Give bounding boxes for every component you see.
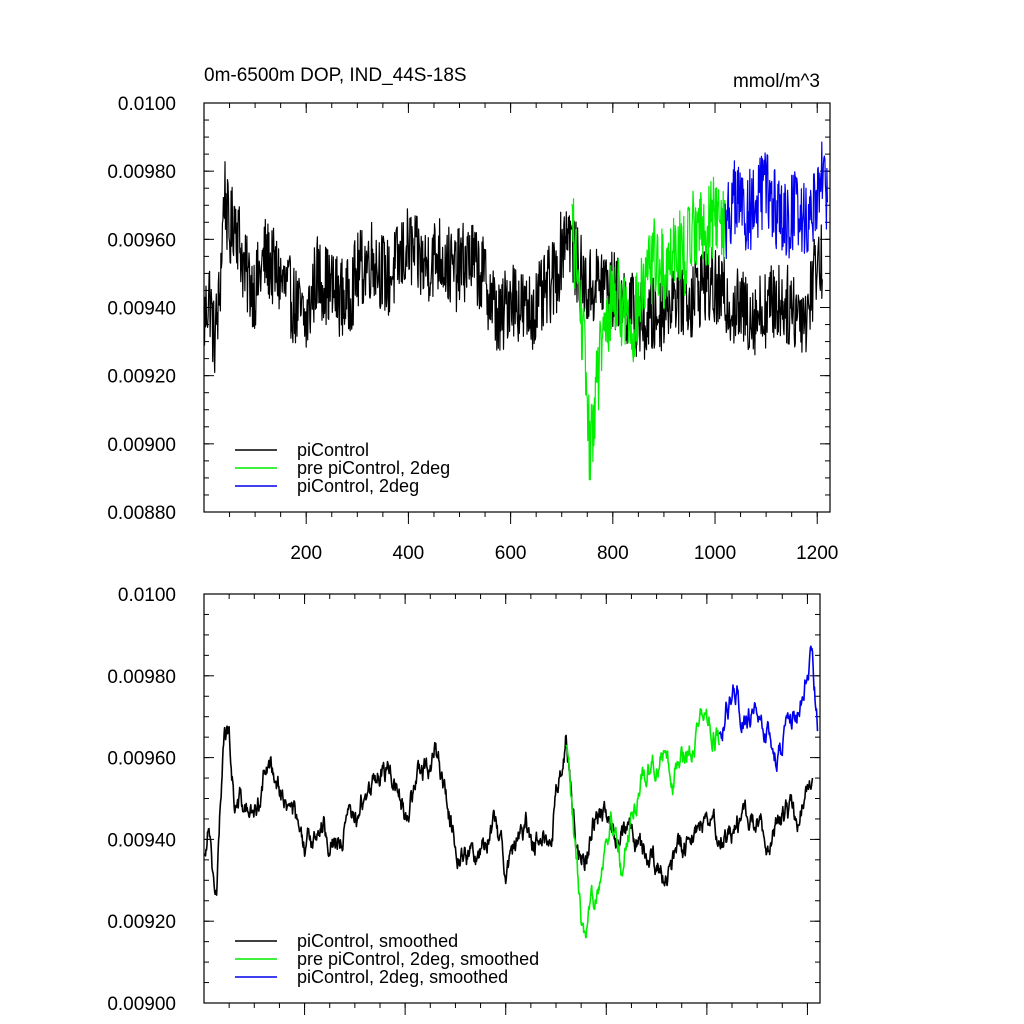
top-ticks: 0.00880 0.00900 0.00920 0.00940 0.00960 0.009… (107, 94, 838, 564)
y-tick-label: 0.00880 (107, 503, 176, 524)
series-line-pre-picontrol-2deg (571, 176, 726, 481)
series-line-picontrol-2deg-smoothed (718, 645, 819, 773)
series-line-picontrol-smoothed (203, 725, 814, 896)
y-tick-label: 0.00980 (107, 162, 176, 183)
series-line-picontrol (203, 161, 823, 374)
top-chart-title: 0m-6500m DOP, IND_44S-18S (204, 65, 467, 86)
legend-label: piControl, 2deg (297, 476, 419, 496)
series-line-picontrol-2deg (724, 141, 828, 259)
legend-label: piControl (297, 440, 369, 460)
top-chart-units: mmol/m^3 (733, 71, 820, 92)
x-tick-label: 600 (495, 543, 527, 564)
y-tick-label: 0.00920 (107, 367, 176, 388)
y-tick-label: 0.0100 (118, 94, 176, 115)
x-tick-label: 200 (290, 543, 322, 564)
y-tick-label: 0.00900 (107, 994, 176, 1015)
y-tick-label: 0.00960 (107, 230, 176, 251)
legend-label: pre piControl, 2deg, smoothed (297, 949, 539, 969)
y-tick-label: 0.00940 (107, 299, 176, 320)
y-tick-label: 0.00980 (107, 667, 176, 688)
y-tick-label: 0.00940 (107, 830, 176, 851)
series-line-pre-picontrol-2deg-smoothed (565, 707, 721, 939)
top-series (203, 141, 828, 481)
y-tick-label: 0.00960 (107, 749, 176, 770)
bottom-ticks: 0.00900 0.00920 0.00940 0.00960 0.00980 0.010… (107, 585, 820, 1015)
x-tick-label: 400 (393, 543, 425, 564)
legend-label: piControl, smoothed (297, 931, 458, 951)
bottom-panel: 0.00900 0.00920 0.00940 0.00960 0.00980 0.010… (107, 585, 821, 1015)
y-tick-label: 0.0100 (118, 585, 176, 606)
legend-label: piControl, 2deg, smoothed (297, 967, 508, 987)
bottom-series (203, 645, 819, 939)
y-tick-label: 0.00900 (107, 435, 176, 456)
top-panel: 0.00880 0.00900 0.00920 0.00940 0.00960 0.009… (107, 65, 838, 564)
y-tick-label: 0.00920 (107, 912, 176, 933)
x-tick-label: 800 (597, 543, 629, 564)
x-tick-label: 1000 (694, 543, 736, 564)
x-tick-label: 1200 (796, 543, 838, 564)
legend-label: pre piControl, 2deg (297, 458, 450, 478)
